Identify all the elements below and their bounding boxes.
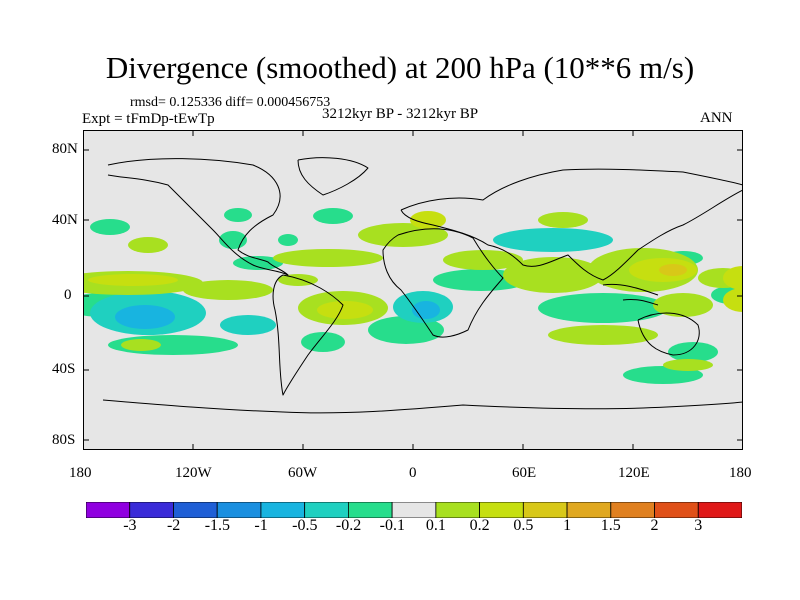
colorbar-label: 1.5 — [600, 517, 621, 534]
coastline — [297, 157, 369, 196]
colorbar-swatch — [216, 502, 262, 518]
divergence-contour — [410, 211, 446, 229]
lat-label-40n: 40N — [52, 212, 78, 228]
divergence-contour — [273, 249, 383, 267]
map-title: Divergence (smoothed) at 200 hPa (10**6 … — [105, 50, 695, 85]
divergence-contour — [128, 237, 168, 253]
coastline — [102, 399, 743, 414]
colorbar-swatch — [347, 502, 393, 518]
period-label: 3212kyr BP - 3212kyr BP — [322, 106, 479, 122]
lon-label-180e: 180 — [729, 465, 752, 481]
stats-text: rmsd= 0.125336 diff= 0.000456753 — [130, 95, 331, 110]
colorbar-swatch — [129, 502, 174, 518]
lat-label-80s: 80S — [52, 432, 76, 448]
divergence-contour — [88, 274, 178, 286]
colorbar-label: 1 — [563, 517, 572, 534]
divergence-contour — [317, 301, 373, 319]
coastline — [637, 312, 700, 356]
lon-label-60e: 60E — [512, 465, 537, 481]
colorbar-label: -2 — [166, 517, 181, 534]
lon-label-120w: 120W — [175, 465, 212, 481]
divergence-contour — [220, 315, 276, 335]
coastline — [107, 158, 289, 276]
divergence-contour — [183, 280, 273, 300]
divergence-contour — [115, 305, 175, 329]
lat-label-40s: 40S — [52, 361, 76, 377]
colorbar-swatch — [654, 502, 699, 518]
lon-label-0: 0 — [409, 465, 417, 481]
colorbar-swatch — [610, 502, 655, 518]
divergence-contour — [301, 332, 345, 352]
colorbar-label: 0.1 — [425, 517, 446, 534]
divergence-contour — [90, 219, 130, 235]
experiment-label: Expt = tFmDp-tEwTp — [82, 111, 215, 127]
coastline — [272, 274, 344, 396]
colorbar-label: -1.5 — [204, 517, 231, 534]
colorbar-swatch — [304, 502, 349, 518]
divergence-contour — [233, 256, 283, 270]
season-label: ANN — [700, 110, 733, 126]
colorbar-label: -3 — [123, 517, 137, 534]
coastline — [400, 168, 743, 281]
colorbar-label: -0.2 — [335, 517, 362, 534]
colorbar-swatch — [566, 502, 612, 518]
colorbar-swatch — [86, 502, 131, 518]
divergence-contour — [313, 208, 353, 224]
colorbar-label: 2 — [650, 517, 659, 534]
colorbar-label: 0.2 — [469, 517, 490, 534]
colorbar-swatch — [173, 502, 218, 518]
colorbar-swatch — [260, 502, 306, 518]
divergence-contour — [538, 212, 588, 228]
lon-label-120e: 120E — [618, 465, 650, 481]
divergence-contour — [224, 208, 252, 222]
divergence-contour — [538, 293, 668, 323]
colorbar-swatch — [697, 502, 742, 518]
colorbar-label: -0.1 — [379, 517, 405, 534]
divergence-contour — [121, 339, 161, 351]
axis-ticks — [83, 130, 743, 450]
divergence-map — [83, 130, 743, 450]
colorbar-swatch — [522, 502, 568, 518]
lat-label-eq: 0 — [64, 287, 72, 303]
colorbar-label: 0.5 — [513, 517, 534, 534]
divergence-contour — [659, 264, 687, 276]
divergence-contour — [723, 288, 743, 312]
colorbar-label: 3 — [694, 517, 703, 534]
coastline — [382, 228, 504, 338]
divergence-contour — [668, 342, 718, 362]
divergence-contour — [278, 274, 318, 286]
divergence-contour — [493, 228, 613, 252]
colorbar-swatch — [435, 502, 480, 518]
colorbar-swatch — [479, 502, 524, 518]
divergence-contour — [443, 250, 523, 270]
colorbar-swatch — [391, 502, 437, 518]
colorbar — [86, 502, 742, 518]
colorbar-label: -1 — [254, 517, 268, 534]
divergence-contour — [723, 266, 743, 290]
divergence-contour — [548, 325, 658, 345]
divergence-contour — [278, 234, 298, 246]
divergence-contour — [653, 293, 713, 317]
coastline — [602, 283, 659, 306]
lat-label-80n: 80N — [52, 141, 78, 157]
lon-label-180w: 180 — [69, 465, 92, 481]
coastlines — [102, 157, 743, 414]
lon-label-60w: 60W — [288, 465, 318, 481]
divergence-contour — [503, 257, 603, 293]
divergence-contour — [663, 359, 713, 371]
colorbar-label: -0.5 — [292, 517, 318, 534]
